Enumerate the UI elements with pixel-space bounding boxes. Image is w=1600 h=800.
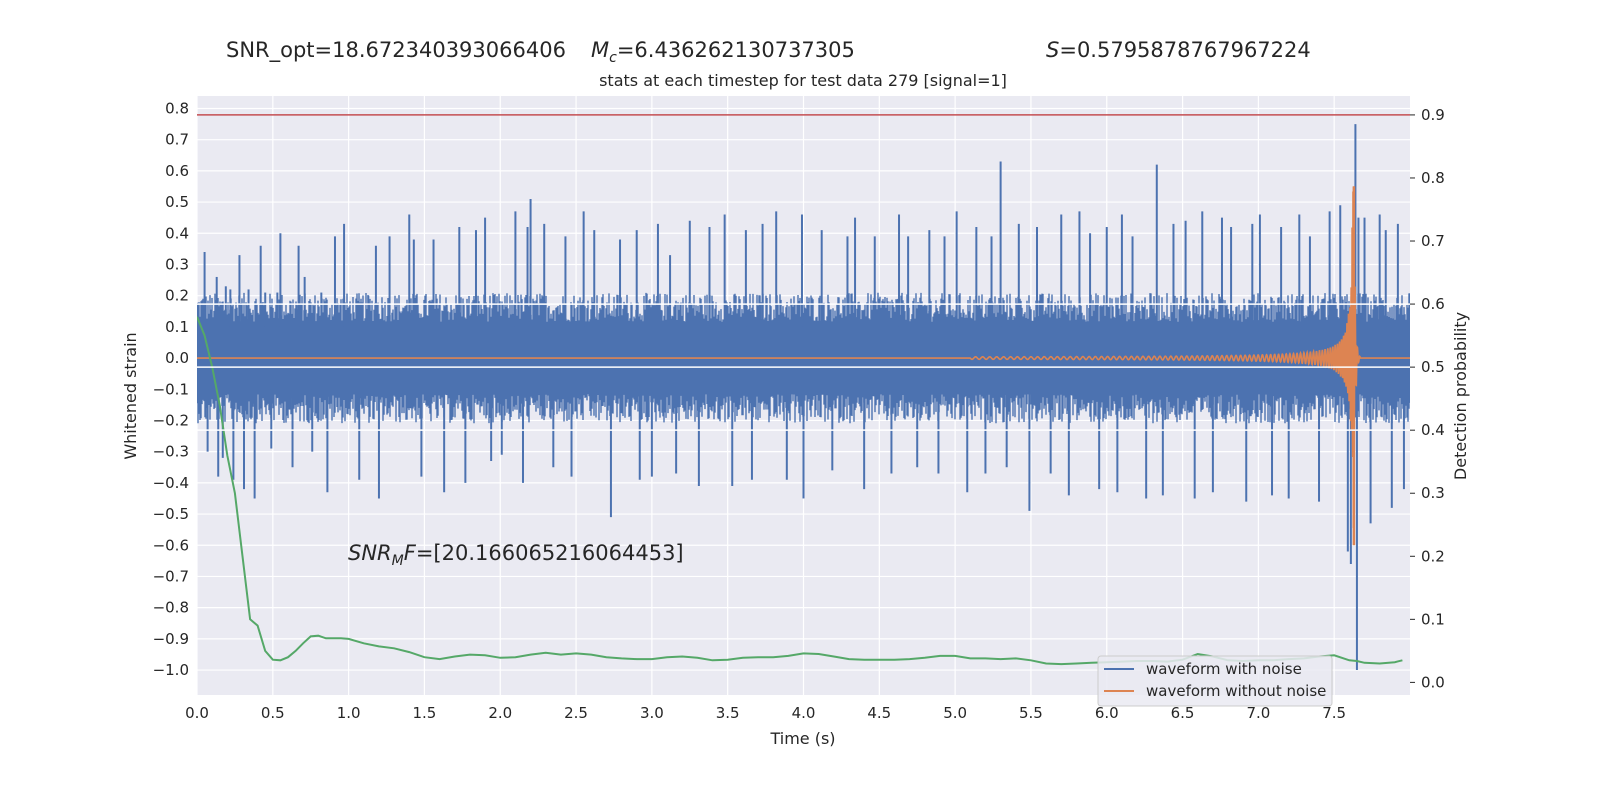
y2-axis-label: Detection probability — [1451, 312, 1470, 480]
x-tick-label: 2.5 — [564, 704, 588, 722]
x-tick-label: 5.5 — [1019, 704, 1043, 722]
probability-reference-lines — [197, 114, 1410, 431]
x-tick-label: 6.0 — [1095, 704, 1119, 722]
spin-label: S=0.5795878767967224 — [1046, 38, 1311, 62]
y2-tick-label: 0.1 — [1421, 610, 1445, 628]
clean-waveform-line — [197, 186, 1410, 528]
y2-tick-label: 0.0 — [1421, 673, 1445, 691]
x-tick-label: 3.5 — [716, 704, 740, 722]
x-tick-label: 7.0 — [1246, 704, 1270, 722]
series-waveform-without-noise — [197, 186, 1410, 546]
y2-tick-label: 0.4 — [1421, 421, 1445, 439]
y2-tick-label: 0.2 — [1421, 547, 1445, 565]
probability-line — [197, 316, 1403, 666]
y-axis-label: Whitened strain — [121, 332, 140, 459]
legend-label-clean: waveform without noise — [1146, 682, 1326, 700]
x-tick-label: 7.5 — [1322, 704, 1346, 722]
y-tick-label: 0.4 — [165, 224, 189, 242]
y-tick-label: −0.4 — [153, 474, 189, 492]
x-tick-label: 3.0 — [640, 704, 664, 722]
y-tick-label: 0.5 — [165, 193, 189, 211]
x-tick-label: 1.0 — [337, 704, 361, 722]
y-tick-label: −0.1 — [153, 380, 189, 398]
legend: waveform with noise waveform without noi… — [1097, 655, 1333, 707]
snr-mf-annotation: SNRMF=[20.166065216064453] — [348, 541, 684, 569]
x-tick-label: 4.0 — [792, 704, 816, 722]
x-tick-label: 2.0 — [488, 704, 512, 722]
y-tick-label: 0.1 — [165, 318, 189, 336]
y-tick-label: −0.8 — [153, 599, 189, 617]
x-tick-label: 0.5 — [261, 704, 285, 722]
y-tick-label: −0.3 — [153, 443, 189, 461]
x-axis-ticks: 0.0 0.5 1.0 1.5 2.0 2.5 3.0 3.5 4.0 4.5 5.0 5.5 6.0 6… — [185, 704, 1346, 722]
y-tick-label: −0.2 — [153, 411, 189, 429]
y-tick-label: −1.0 — [153, 661, 189, 679]
y2-tick-label: 0.3 — [1421, 484, 1445, 502]
legend-label-noise: waveform with noise — [1146, 660, 1302, 678]
y-tick-label: −0.7 — [153, 567, 189, 585]
x-tick-label: 4.5 — [867, 704, 891, 722]
y-tick-label: −0.6 — [153, 536, 189, 554]
x-tick-label: 5.0 — [943, 704, 967, 722]
y-tick-label: 0.7 — [165, 131, 189, 149]
y-tick-label: 0.2 — [165, 287, 189, 305]
y-axis-ticks: 0.8 0.7 0.6 0.5 0.4 0.3 0.2 0.1 0.0 −0.1 −0.2 −0.3 −… — [153, 99, 189, 679]
y-tick-label: 0.0 — [165, 349, 189, 367]
chirp-mass-label: Mc=6.436262130737305 — [591, 38, 855, 67]
y-tick-label: −0.9 — [153, 630, 189, 648]
snr-opt-label: SNR_opt=18.672340393066406 — [226, 38, 566, 62]
x-tick-label: 6.5 — [1171, 704, 1195, 722]
y2-axis-ticks: 0.9 0.8 0.7 0.6 0.5 0.4 0.3 0.2 0.1 0.0 — [1410, 106, 1445, 691]
legend-box — [1097, 655, 1333, 707]
y2-tick-label: 0.5 — [1421, 358, 1445, 376]
series-detection-probability — [197, 316, 1403, 666]
chart-title: stats at each timestep for test data 279… — [599, 71, 1007, 90]
y2-tick-label: 0.7 — [1421, 232, 1445, 250]
y2-tick-label: 0.6 — [1421, 295, 1445, 313]
y-tick-label: −0.5 — [153, 505, 189, 523]
y2-tick-label: 0.8 — [1421, 169, 1445, 187]
y-tick-label: 0.3 — [165, 255, 189, 273]
y2-tick-label: 0.9 — [1421, 106, 1445, 124]
x-tick-label: 1.5 — [413, 704, 437, 722]
x-axis-label: Time (s) — [769, 729, 835, 748]
y-tick-label: 0.6 — [165, 162, 189, 180]
x-tick-label: 0.0 — [185, 704, 209, 722]
series-waveform-with-noise — [197, 124, 1410, 671]
y-tick-label: 0.8 — [165, 99, 189, 117]
